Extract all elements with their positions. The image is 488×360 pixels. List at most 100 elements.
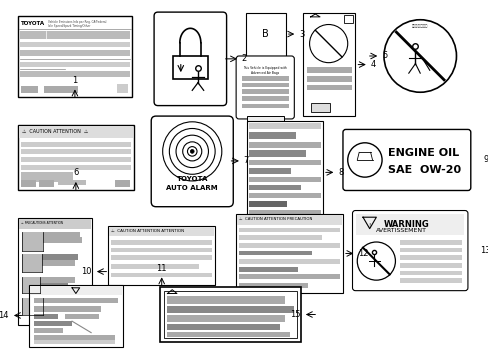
Bar <box>34 306 101 312</box>
Text: TOYOTA: TOYOTA <box>20 21 44 26</box>
Bar <box>34 340 115 344</box>
Bar <box>167 324 280 330</box>
Bar <box>399 278 461 283</box>
Bar <box>248 210 320 214</box>
Bar <box>20 142 131 147</box>
Bar <box>111 248 212 252</box>
Bar <box>167 296 284 304</box>
Bar <box>20 62 130 67</box>
Circle shape <box>309 24 347 63</box>
FancyBboxPatch shape <box>151 116 233 207</box>
Bar <box>40 283 68 289</box>
Bar <box>20 157 131 162</box>
Bar <box>239 274 340 279</box>
Text: 10: 10 <box>81 267 92 276</box>
Text: Vehicle Emissions Info per Reg. CA/Federal: Vehicle Emissions Info per Reg. CA/Feder… <box>48 20 106 24</box>
Text: WARNING: WARNING <box>383 220 429 229</box>
Text: 12: 12 <box>358 249 368 258</box>
Bar <box>239 259 340 264</box>
Text: AVERTISSEMENT: AVERTISSEMENT <box>376 228 427 233</box>
Bar <box>20 165 131 170</box>
Bar <box>163 291 297 338</box>
Bar <box>306 85 351 90</box>
FancyBboxPatch shape <box>236 56 294 119</box>
Text: SAE  OW-20: SAE OW-20 <box>387 165 460 175</box>
Bar <box>20 71 130 77</box>
Text: TOYOTA: TOYOTA <box>176 176 207 182</box>
Circle shape <box>187 147 197 156</box>
Bar <box>248 168 291 174</box>
Text: 13: 13 <box>479 246 488 255</box>
FancyBboxPatch shape <box>154 12 226 105</box>
FancyBboxPatch shape <box>342 130 470 190</box>
Bar <box>111 264 199 269</box>
Bar <box>108 226 215 285</box>
Bar <box>239 283 307 288</box>
Bar <box>111 255 212 260</box>
Text: 14: 14 <box>0 311 9 320</box>
Text: 2: 2 <box>242 54 246 63</box>
Bar <box>239 243 340 248</box>
Bar <box>20 180 36 187</box>
Bar <box>22 277 75 283</box>
Text: ⚠ PRECAUTIONS ATTENTION: ⚠ PRECAUTIONS ATTENTION <box>20 221 62 225</box>
Bar <box>34 321 72 326</box>
Bar <box>160 287 301 342</box>
Bar <box>242 104 288 108</box>
FancyBboxPatch shape <box>352 211 467 291</box>
Bar <box>34 314 58 319</box>
Bar <box>306 76 351 82</box>
Bar <box>237 215 341 225</box>
Bar <box>20 172 73 182</box>
Bar <box>167 306 294 312</box>
Bar <box>306 67 351 73</box>
Text: ENGINE OIL: ENGINE OIL <box>387 148 458 158</box>
Bar <box>22 298 80 304</box>
Bar <box>239 267 298 271</box>
Bar <box>399 271 461 275</box>
Bar <box>22 255 41 271</box>
Bar <box>44 86 78 93</box>
Circle shape <box>347 143 381 177</box>
Bar <box>167 315 284 322</box>
Bar <box>242 83 288 87</box>
Bar <box>248 193 320 198</box>
Bar <box>248 123 320 130</box>
Text: 3: 3 <box>299 30 304 39</box>
Bar <box>245 13 285 56</box>
Bar <box>20 86 38 93</box>
Bar <box>22 255 78 260</box>
Text: !: ! <box>368 223 370 228</box>
Bar <box>399 248 461 252</box>
Text: 6: 6 <box>73 168 79 177</box>
Text: 1: 1 <box>72 76 78 85</box>
Bar <box>19 126 133 138</box>
Bar <box>248 201 286 207</box>
Circle shape <box>357 242 395 280</box>
Bar <box>109 227 214 236</box>
Bar <box>43 237 81 243</box>
Bar <box>111 273 212 277</box>
Bar <box>399 240 461 245</box>
Text: 11: 11 <box>156 264 166 273</box>
Bar <box>239 235 321 240</box>
Text: Advanced Air Bags: Advanced Air Bags <box>250 71 278 75</box>
Text: ⚠  CAUTION ATTENTION PRECAUTION: ⚠ CAUTION ATTENTION PRECAUTION <box>239 217 312 221</box>
Bar <box>18 125 134 189</box>
Text: 7: 7 <box>243 157 248 166</box>
Bar <box>34 298 118 303</box>
Bar <box>34 328 62 333</box>
Bar <box>399 263 461 268</box>
Bar <box>111 240 212 245</box>
Bar <box>39 180 54 187</box>
Bar <box>115 180 130 187</box>
Text: 8: 8 <box>338 168 343 177</box>
Bar <box>242 96 288 101</box>
Bar <box>22 298 43 315</box>
Text: AUTO ALARM: AUTO ALARM <box>166 185 218 191</box>
Text: 4: 4 <box>370 60 375 69</box>
Bar <box>43 304 77 310</box>
Bar <box>356 214 463 235</box>
Text: ⚠  CAUTION ATTENTION  ⚠: ⚠ CAUTION ATTENTION ⚠ <box>22 129 88 134</box>
Bar <box>236 214 342 293</box>
